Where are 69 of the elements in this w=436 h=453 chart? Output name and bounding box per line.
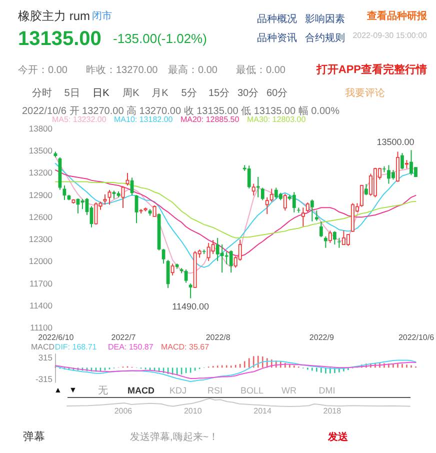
text: ▲: [54, 386, 62, 394]
text: 昨收：13270.00: [86, 64, 158, 76]
text: ▼: [69, 386, 77, 394]
text: 5分: [181, 87, 197, 99]
y-tick-label: 12300: [28, 234, 53, 244]
y-tick-label: 315: [38, 352, 53, 362]
text: WR: [282, 386, 297, 396]
text: 品种资讯: [257, 32, 297, 44]
text: 影响因素: [305, 13, 345, 25]
annotation: 11490.00: [172, 301, 209, 312]
series-label: MACD: 35.67: [161, 342, 210, 352]
y-tick-label: -315: [35, 374, 53, 384]
text: 无: [98, 386, 108, 396]
text: DEA: 150.87: [108, 342, 154, 352]
text: 合约规则: [305, 32, 345, 44]
x-tick-label: 2010: [184, 406, 202, 416]
text: -135.00(-1.02%): [113, 31, 207, 46]
y-tick-label: 11400: [29, 300, 53, 310]
text: 打开APP查看完整行情: [315, 63, 427, 76]
text: 13135.00: [18, 28, 102, 50]
annotation: 13500.00: [376, 137, 414, 148]
legend-title: MACD: [31, 342, 55, 352]
x-tick-label: 2022/9: [309, 333, 334, 342]
text: MA5: 13232.00: [52, 115, 107, 124]
text: 周K: [122, 88, 140, 99]
y-tick-label: 12600: [28, 212, 53, 222]
text: 今开：0.00: [18, 64, 68, 76]
x-tick-label: 2022/7: [111, 333, 136, 342]
text: MA20: 12885.50: [180, 115, 240, 124]
text: 橡胶主力 rum: [18, 9, 90, 23]
text: 查看品种研报: [366, 10, 428, 22]
text: 2022-09-30 15:00:00: [352, 31, 428, 40]
text: 最低：0.00: [236, 65, 286, 76]
text: 发送: [327, 431, 349, 443]
text: 我要评论: [345, 87, 385, 99]
text: DMI: [318, 386, 336, 396]
x-tick-label: 2018: [323, 406, 342, 416]
text: 分时: [32, 87, 52, 99]
text: 月K: [152, 88, 169, 99]
x-tick-label: 2006: [114, 406, 133, 416]
x-tick-label: 2022/8: [206, 333, 231, 342]
x-tick-label: 2022/6/10: [38, 333, 74, 342]
y-tick-label: 11700: [29, 278, 53, 288]
text: 15分: [208, 87, 230, 99]
y-tick-label: 13200: [28, 168, 53, 178]
text: 闭市: [92, 10, 112, 22]
series-label: DIF: 168.71: [54, 342, 98, 352]
x-tick-label: 2022/10/6: [398, 333, 435, 342]
x-tick-label: 2014: [254, 406, 272, 416]
text: 发送弹幕,嗨起来~！: [130, 431, 219, 443]
text: 最高：0.00: [168, 64, 218, 76]
text: 品种概况: [257, 13, 297, 25]
text: RSI: [207, 386, 223, 396]
text: MACD: [128, 386, 155, 396]
text: 弹幕: [23, 430, 45, 443]
text: 60分: [266, 87, 288, 99]
y-tick-label: 11100: [30, 322, 53, 332]
y-tick-label: 13800: [28, 124, 53, 134]
chart-title: 2022/10/6 开 13270.00 高 13270.00 收 13135.00 低 13135.00 幅 0.00%: [22, 105, 340, 117]
y-tick-label: 13500: [28, 146, 53, 156]
text: 30分: [237, 87, 259, 99]
text: KDJ: [169, 386, 187, 396]
y-tick-label: 12900: [28, 190, 53, 200]
text: MA30: 12803.00: [246, 115, 306, 124]
text: BOLL: [240, 386, 264, 396]
text: 5日: [64, 88, 80, 99]
text: 日K: [92, 88, 110, 99]
text: MA10: 13182.00: [114, 115, 174, 124]
y-tick-label: 12000: [28, 256, 53, 266]
